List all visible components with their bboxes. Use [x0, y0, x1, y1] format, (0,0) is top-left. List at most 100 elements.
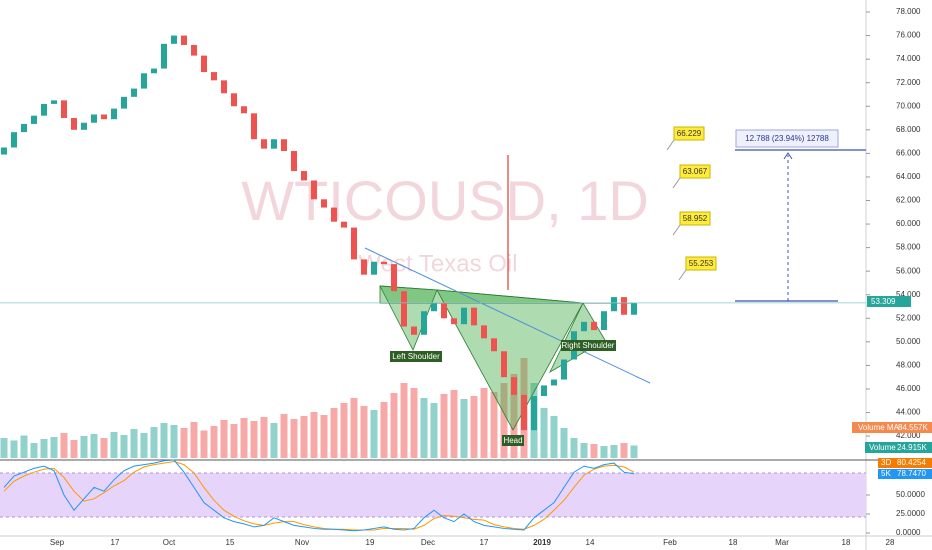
- volume-bar: [160, 423, 168, 458]
- y-tick-label: 54.000: [896, 290, 921, 299]
- volume-bar: [60, 433, 68, 458]
- volume-bar: [150, 427, 158, 458]
- volume-bar: [330, 408, 338, 458]
- candle-body: [541, 385, 547, 397]
- candle-body: [91, 114, 97, 123]
- x-tick-label: Sep: [50, 538, 65, 547]
- volume-bar: [270, 423, 278, 458]
- volume-bar: [100, 438, 108, 458]
- x-tick-label: 28: [886, 538, 895, 547]
- candle-body: [281, 139, 287, 152]
- candle-body: [61, 100, 67, 119]
- candle-body: [401, 291, 407, 327]
- volume-bar: [0, 438, 8, 458]
- x-tick-label: 17: [111, 538, 120, 547]
- indicator-value: 80.4254: [897, 458, 926, 467]
- candle-body: [181, 35, 187, 45]
- x-tick-label: 14: [586, 538, 595, 547]
- volume-bar: [500, 383, 508, 458]
- candle-body: [121, 96, 127, 109]
- volume-bar: [480, 388, 488, 458]
- y-tick-label: 68.000: [896, 125, 921, 134]
- candle-body: [141, 73, 147, 89]
- candle-body: [491, 338, 497, 352]
- volume-bar: [450, 390, 458, 458]
- candle-body: [551, 379, 557, 386]
- y-tick-label: 42.000: [896, 431, 921, 440]
- volume-bar: [620, 443, 628, 458]
- watermark-title: WTICOUSD, 1D: [241, 169, 649, 232]
- candle-body: [431, 302, 437, 312]
- indicator-tag: [878, 469, 932, 479]
- stoch-line: [3, 459, 635, 532]
- candle-body: [471, 307, 477, 326]
- volume-bar: [320, 415, 328, 458]
- volume-bar: [10, 440, 18, 458]
- target-label: 58.952: [683, 214, 708, 223]
- candle-body: [371, 261, 377, 275]
- y-tick-label: 78.000: [896, 7, 921, 16]
- volume-bar: [230, 424, 238, 458]
- candle-body: [381, 261, 387, 265]
- indicator-name: Volume MA: [858, 423, 900, 432]
- volume-bar: [430, 403, 438, 458]
- volume-bar: [540, 408, 548, 458]
- volume-bar: [70, 440, 78, 458]
- axes-layer: 42.000 44.000 46.000 48.000 50.000 52.000 54.0…: [0, 7, 925, 547]
- candle-body: [611, 297, 617, 312]
- volume-bar: [380, 402, 388, 458]
- candle-body: [451, 318, 457, 325]
- indicator-tag: [865, 442, 932, 453]
- candle-body: [101, 114, 107, 120]
- volume-bar: [460, 399, 468, 458]
- volume-bar: [560, 428, 568, 458]
- x-tick-label: Feb: [663, 538, 677, 547]
- target-label: 55.253: [689, 259, 714, 268]
- candle-body: [311, 180, 317, 200]
- candle-body: [361, 259, 367, 275]
- volume-bar: [260, 417, 268, 458]
- candle-body: [621, 297, 627, 315]
- volume-bar: [390, 393, 398, 458]
- candle-body: [71, 118, 77, 130]
- volume-bar: [140, 433, 148, 458]
- y-tick-label: 76.000: [896, 31, 921, 40]
- candle-body: [321, 199, 327, 208]
- volume-bar: [610, 445, 618, 458]
- candle-body: [561, 359, 567, 380]
- y-tick-label: 46.000: [896, 384, 921, 393]
- candle-body: [601, 311, 607, 331]
- volume-bar: [410, 388, 418, 458]
- indicator-name: Volume: [869, 443, 896, 452]
- volume-bar: [240, 418, 248, 458]
- indicator-value: 24.915K: [897, 443, 927, 452]
- candle-body: [51, 100, 57, 104]
- candle-body: [291, 151, 297, 172]
- last-price-label: 53.309: [871, 297, 896, 306]
- y-tick-label: 72.000: [896, 78, 921, 87]
- candle-body: [171, 35, 177, 44]
- price-tag: [867, 296, 911, 307]
- y-tick-label: 25.0000: [896, 509, 925, 518]
- candle-body: [251, 113, 257, 140]
- candle-body: [391, 264, 397, 292]
- candle-body: [221, 80, 227, 94]
- candle-body: [231, 93, 237, 107]
- volume-bar: [250, 421, 258, 458]
- candle-body: [11, 132, 17, 148]
- label-box: [561, 340, 616, 351]
- y-tick-label: 50.0000: [896, 490, 925, 499]
- volume-bar: [190, 422, 198, 458]
- stoch-line: [3, 461, 635, 531]
- x-tick-label: 2019: [533, 538, 551, 547]
- volume-bar: [200, 430, 208, 458]
- y-tick-label: 60.000: [896, 219, 921, 228]
- candle-body: [201, 55, 207, 73]
- y-tick-label: 56.000: [896, 266, 921, 275]
- volume-bar: [630, 445, 638, 458]
- indicator-name: 5K: [881, 469, 891, 478]
- candle-body: [21, 123, 27, 133]
- volume-bar: [120, 435, 128, 458]
- x-tick-label: 15: [226, 538, 235, 547]
